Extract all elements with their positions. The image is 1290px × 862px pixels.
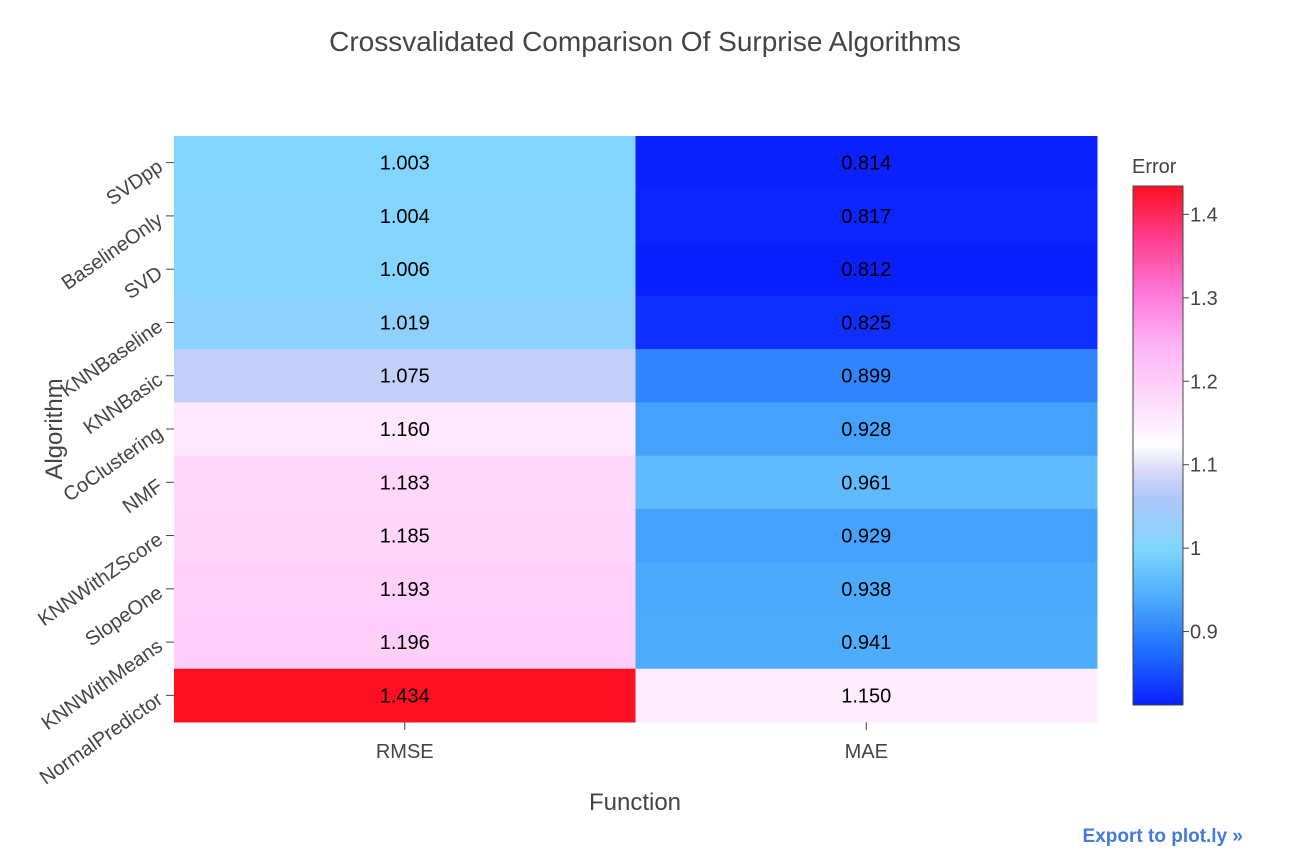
- heatmap-cell: [174, 189, 636, 244]
- cell-value-label: 1.019: [380, 312, 430, 334]
- heatmap-cell: [635, 508, 1098, 563]
- heatmap-cells: [174, 136, 1098, 723]
- cell-value-label: 0.929: [841, 526, 891, 548]
- x-tick-label: RMSE: [376, 741, 434, 763]
- heatmap-cell: [174, 455, 636, 510]
- heatmap-cell: [174, 136, 636, 190]
- cell-value-label: 1.150: [841, 685, 891, 707]
- heatmap-cell: [174, 349, 636, 403]
- y-tick-label: SVDpp: [102, 156, 167, 210]
- cell-value-label: 0.961: [841, 472, 891, 494]
- heatmap-cell: [174, 562, 636, 616]
- colorbar-gradient: [1132, 185, 1184, 706]
- colorbar: Error 0.9 1 1.1 1.2 1.3 1.4: [1132, 156, 1218, 706]
- heatmap-cell: [174, 402, 636, 457]
- colorbar-tick-label: 1.3: [1190, 288, 1218, 310]
- x-axis-ticks: RMSE MAE: [376, 722, 888, 763]
- heatmap-cell: [174, 295, 636, 350]
- cell-value-label: 0.814: [841, 153, 891, 175]
- cell-value-label: 0.825: [841, 312, 891, 334]
- y-axis-title: Algorithm: [41, 378, 68, 479]
- cell-value-label: 1.006: [380, 259, 430, 281]
- chart-title: Crossvalidated Comparison Of Surprise Al…: [329, 26, 961, 57]
- heatmap-cell: [635, 615, 1098, 670]
- cell-value-label: 0.928: [841, 419, 891, 441]
- cell-value-label: 1.075: [380, 366, 430, 388]
- colorbar-tick-label: 1: [1190, 538, 1201, 560]
- x-tick-label: MAE: [845, 741, 888, 763]
- cell-value-label: 1.196: [380, 632, 430, 654]
- heatmap-cell: [174, 668, 636, 723]
- colorbar-tick-label: 0.9: [1190, 622, 1218, 644]
- colorbar-title: Error: [1132, 156, 1177, 178]
- cell-value-label: 1.183: [380, 472, 430, 494]
- heatmap-cell: [174, 508, 636, 563]
- heatmap-cell: [635, 189, 1098, 244]
- heatmap-cell: [635, 242, 1098, 297]
- colorbar-tick-label: 1.2: [1190, 371, 1218, 393]
- cell-value-label: 0.812: [841, 259, 891, 281]
- cell-value-label: 0.941: [841, 632, 891, 654]
- heatmap-cell-labels: 1.003 0.814 1.004 0.817 1.006 0.812 1.019 0.825…: [380, 153, 892, 708]
- colorbar-tick-label: 1.1: [1190, 455, 1218, 477]
- cell-value-label: 1.434: [380, 685, 430, 707]
- heatmap-cell: [635, 402, 1098, 457]
- cell-value-label: 0.899: [841, 366, 891, 388]
- cell-value-label: 1.004: [380, 206, 430, 228]
- heatmap-cell: [174, 615, 636, 670]
- cell-value-label: 1.160: [380, 419, 430, 441]
- cell-value-label: 1.185: [380, 526, 430, 548]
- y-tick-label: NMF: [119, 475, 167, 518]
- heatmap-cell: [635, 295, 1098, 350]
- cell-value-label: 1.193: [380, 579, 430, 601]
- heatmap-cell: [635, 455, 1098, 510]
- heatmap-cell: [635, 562, 1098, 616]
- heatmap-cell: [635, 136, 1098, 190]
- cell-value-label: 0.938: [841, 579, 891, 601]
- colorbar-tick-label: 1.4: [1190, 204, 1218, 226]
- y-tick-label: KNNWithZScore: [34, 529, 167, 631]
- cell-value-label: 0.817: [841, 206, 891, 228]
- x-axis-title: Function: [589, 789, 681, 816]
- export-to-plotly-link[interactable]: Export to plot.ly »: [1082, 826, 1243, 847]
- cell-value-label: 1.003: [380, 153, 430, 175]
- heatmap-cell: [174, 242, 636, 297]
- y-tick-label: SVD: [121, 262, 167, 304]
- colorbar-ticks: 0.9 1 1.1 1.2 1.3 1.4: [1183, 204, 1218, 644]
- heatmap-cell: [635, 668, 1098, 723]
- heatmap-cell: [635, 349, 1098, 403]
